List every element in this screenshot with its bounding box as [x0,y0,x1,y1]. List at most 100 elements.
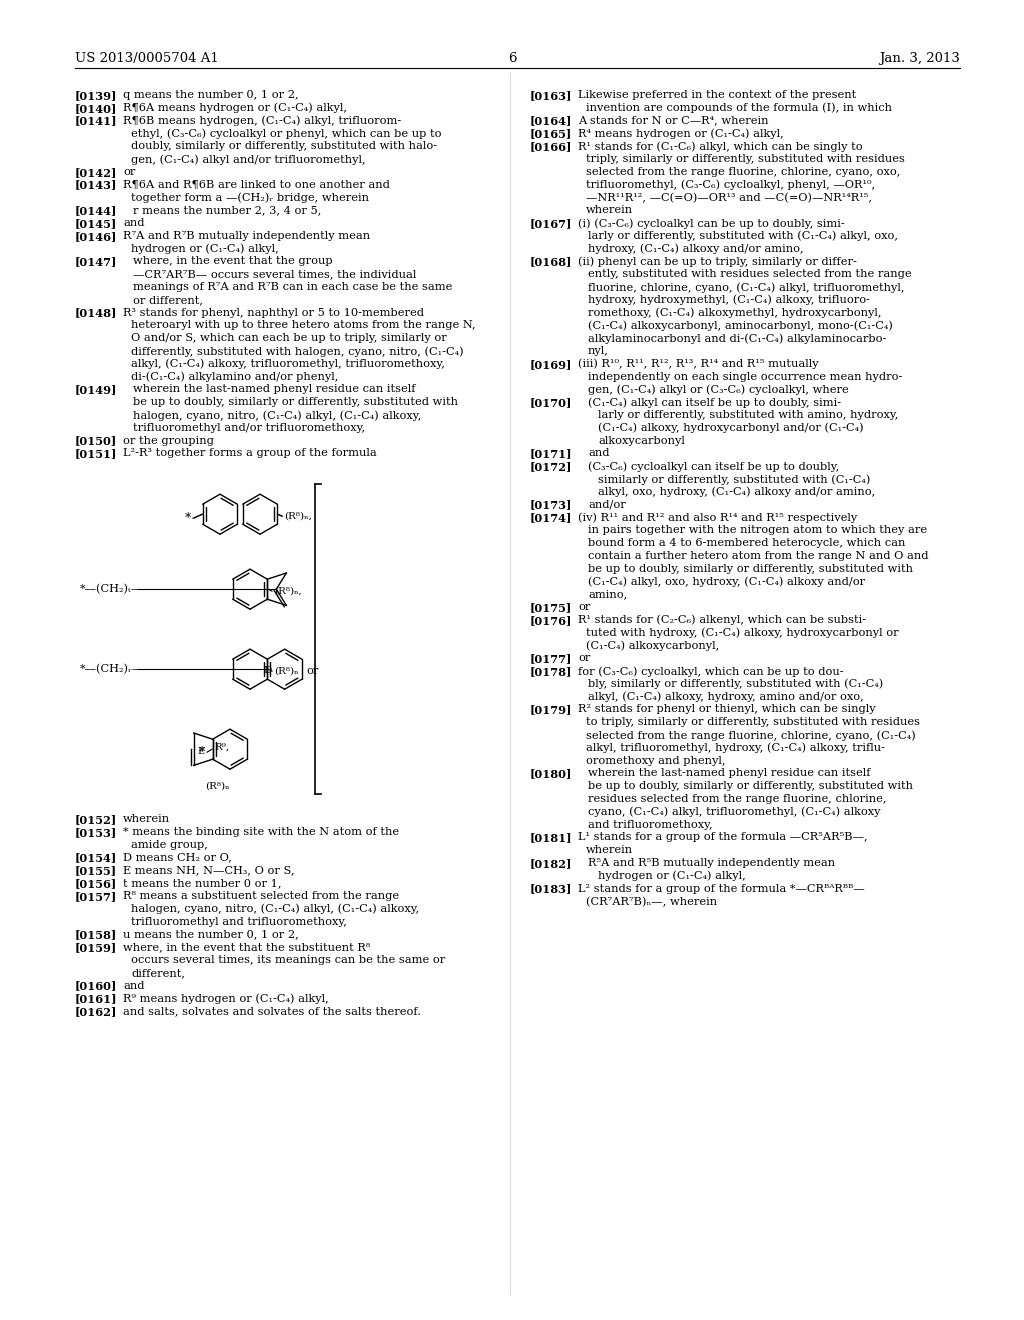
Text: [0181]: [0181] [530,833,572,843]
Text: where, in the event that the substituent R⁸: where, in the event that the substituent… [123,942,371,952]
Text: R⁹ means hydrogen or (C₁-C₄) alkyl,: R⁹ means hydrogen or (C₁-C₄) alkyl, [123,994,329,1005]
Text: fluorine, chlorine, cyano, (C₁-C₄) alkyl, trifluoromethyl,: fluorine, chlorine, cyano, (C₁-C₄) alkyl… [588,282,904,293]
Text: * means the binding site with the N atom of the: * means the binding site with the N atom… [123,828,399,837]
Text: [0155]: [0155] [75,866,117,876]
Text: gen, (C₁-C₄) alkyl and/or trifluoromethyl,: gen, (C₁-C₄) alkyl and/or trifluoromethy… [131,154,366,165]
Text: R¹ stands for (C₂-C₆) alkenyl, which can be substi-: R¹ stands for (C₂-C₆) alkenyl, which can… [578,615,866,626]
Text: trifluoromethyl and/or trifluoromethoxy,: trifluoromethyl and/or trifluoromethoxy, [133,422,366,433]
Text: R⁵A and R⁵B mutually independently mean: R⁵A and R⁵B mutually independently mean [588,858,836,869]
Text: A stands for N or C—R⁴, wherein: A stands for N or C—R⁴, wherein [578,116,768,125]
Text: R² stands for phenyl or thienyl, which can be singly: R² stands for phenyl or thienyl, which c… [578,705,876,714]
Text: US 2013/0005704 A1: US 2013/0005704 A1 [75,51,219,65]
Text: O and/or S, which can each be up to triply, similarly or: O and/or S, which can each be up to trip… [131,333,446,343]
Text: wherein the last-named phenyl residue can itself: wherein the last-named phenyl residue ca… [588,768,870,779]
Text: wherein the last-named phenyl residue can itself: wherein the last-named phenyl residue ca… [133,384,416,395]
Text: alkyl, trifluoromethyl, hydroxy, (C₁-C₄) alkoxy, triflu-: alkyl, trifluoromethyl, hydroxy, (C₁-C₄)… [586,743,885,754]
Text: halogen, cyano, nitro, (C₁-C₄) alkyl, (C₁-C₄) alkoxy,: halogen, cyano, nitro, (C₁-C₄) alkyl, (C… [133,411,421,421]
Text: [0163]: [0163] [530,90,572,102]
Text: similarly or differently, substituted with (C₁-C₄): similarly or differently, substituted wi… [598,474,870,484]
Text: *: * [185,512,191,525]
Text: and: and [123,218,144,228]
Text: independently on each single occurrence mean hydro-: independently on each single occurrence … [588,372,902,381]
Text: [0140]: [0140] [75,103,118,114]
Text: [0177]: [0177] [530,653,572,664]
Text: q means the number 0, 1 or 2,: q means the number 0, 1 or 2, [123,90,299,100]
Text: together form a —(CH₂)ᵣ bridge, wherein: together form a —(CH₂)ᵣ bridge, wherein [131,193,369,203]
Text: be up to doubly, similarly or differently, substituted with: be up to doubly, similarly or differentl… [588,564,913,574]
Text: [0157]: [0157] [75,891,118,902]
Text: alkyl, (C₁-C₄) alkoxy, trifluoromethyl, trifluoromethoxy,: alkyl, (C₁-C₄) alkoxy, trifluoromethyl, … [131,359,444,370]
Text: [0170]: [0170] [530,397,572,408]
Text: L¹ stands for a group of the formula —CR⁵AR⁵B—,: L¹ stands for a group of the formula —CR… [578,833,867,842]
Text: occurs several times, its meanings can be the same or: occurs several times, its meanings can b… [131,954,445,965]
Text: ently, substituted with residues selected from the range: ently, substituted with residues selecte… [588,269,911,280]
Text: [0149]: [0149] [75,384,118,396]
Text: [0158]: [0158] [75,929,118,940]
Text: be up to doubly, similarly or differently, substituted with: be up to doubly, similarly or differentl… [588,781,913,791]
Text: [0153]: [0153] [75,828,118,838]
Text: and: and [588,449,609,458]
Text: wherein: wherein [586,205,633,215]
Text: —CR⁷AR⁷B— occurs several times, the individual: —CR⁷AR⁷B— occurs several times, the indi… [133,269,417,280]
Text: [0182]: [0182] [530,858,572,869]
Text: heteroaryl with up to three hetero atoms from the range N,: heteroaryl with up to three hetero atoms… [131,321,475,330]
Text: [0180]: [0180] [530,768,572,779]
Text: [0150]: [0150] [75,436,118,446]
Text: and trifluoromethoxy,: and trifluoromethoxy, [588,820,713,829]
Text: meanings of R⁷A and R⁷B can in each case be the same: meanings of R⁷A and R⁷B can in each case… [133,282,453,292]
Text: (C₁-C₄) alkoxycarbonyl,: (C₁-C₄) alkoxycarbonyl, [586,640,719,651]
Text: larly or differently, substituted with (C₁-C₄) alkyl, oxo,: larly or differently, substituted with (… [588,231,898,242]
Text: [0169]: [0169] [530,359,572,370]
Text: (C₁-C₄) alkyl can itself be up to doubly, simi-: (C₁-C₄) alkyl can itself be up to doubly… [588,397,841,408]
Text: and: and [123,981,144,990]
Text: Jan. 3, 2013: Jan. 3, 2013 [880,51,961,65]
Text: R⁷A and R⁷B mutually independently mean: R⁷A and R⁷B mutually independently mean [123,231,370,240]
Text: [0142]: [0142] [75,166,118,178]
Text: [0167]: [0167] [530,218,572,228]
Text: nyl,: nyl, [588,346,609,356]
Text: E: E [198,747,205,756]
Text: R³ stands for phenyl, naphthyl or 5 to 10-membered: R³ stands for phenyl, naphthyl or 5 to 1… [123,308,424,318]
Text: —NR¹¹R¹², —C(=O)—OR¹³ and —C(=O)—NR¹⁴R¹⁵,: —NR¹¹R¹², —C(=O)—OR¹³ and —C(=O)—NR¹⁴R¹⁵… [586,193,872,203]
Text: [0175]: [0175] [530,602,572,612]
Text: trifluoromethyl and trifluoromethoxy,: trifluoromethyl and trifluoromethoxy, [131,916,347,927]
Text: or different,: or different, [133,294,203,305]
Text: bound form a 4 to 6-membered heterocycle, which can: bound form a 4 to 6-membered heterocycle… [588,539,905,548]
Text: R⁹,: R⁹, [215,742,229,751]
Text: u means the number 0, 1 or 2,: u means the number 0, 1 or 2, [123,929,299,940]
Text: where, in the event that the group: where, in the event that the group [133,256,333,267]
Text: [0168]: [0168] [530,256,572,268]
Text: t means the number 0 or 1,: t means the number 0 or 1, [123,878,282,888]
Text: [0151]: [0151] [75,449,118,459]
Text: and salts, solvates and solvates of the salts thereof.: and salts, solvates and solvates of the … [123,1006,421,1016]
Text: selected from the range fluorine, chlorine, cyano, (C₁-C₄): selected from the range fluorine, chlori… [586,730,915,741]
Text: in pairs together with the nitrogen atom to which they are: in pairs together with the nitrogen atom… [588,525,927,535]
Text: contain a further hetero atom from the range N and O and: contain a further hetero atom from the r… [588,550,929,561]
Text: R¶6A means hydrogen or (C₁-C₄) alkyl,: R¶6A means hydrogen or (C₁-C₄) alkyl, [123,103,347,114]
Text: [0172]: [0172] [530,461,572,473]
Text: alkyl, (C₁-C₄) alkoxy, hydroxy, amino and/or oxo,: alkyl, (C₁-C₄) alkoxy, hydroxy, amino an… [588,692,864,702]
Text: selected from the range fluorine, chlorine, cyano, oxo,: selected from the range fluorine, chlori… [586,166,900,177]
Text: [0178]: [0178] [530,667,572,677]
Text: alkyl, oxo, hydroxy, (C₁-C₄) alkoxy and/or amino,: alkyl, oxo, hydroxy, (C₁-C₄) alkoxy and/… [598,487,876,498]
Text: [0162]: [0162] [75,1006,118,1018]
Text: [0145]: [0145] [75,218,118,228]
Text: halogen, cyano, nitro, (C₁-C₄) alkyl, (C₁-C₄) alkoxy,: halogen, cyano, nitro, (C₁-C₄) alkyl, (C… [131,904,419,915]
Text: hydrogen or (C₁-C₄) alkyl,: hydrogen or (C₁-C₄) alkyl, [598,871,745,882]
Text: [0139]: [0139] [75,90,118,102]
Text: residues selected from the range fluorine, chlorine,: residues selected from the range fluorin… [588,795,887,804]
Text: larly or differently, substituted with amino, hydroxy,: larly or differently, substituted with a… [598,411,898,420]
Text: or: or [578,602,591,612]
Text: ethyl, (C₃-C₆) cycloalkyl or phenyl, which can be up to: ethyl, (C₃-C₆) cycloalkyl or phenyl, whi… [131,128,441,139]
Text: [0166]: [0166] [530,141,572,152]
Text: amide group,: amide group, [131,840,208,850]
Text: or: or [306,667,318,676]
Text: [0179]: [0179] [530,705,572,715]
Text: alkylaminocarbonyl and di-(C₁-C₄) alkylaminocarbo-: alkylaminocarbonyl and di-(C₁-C₄) alkyla… [588,333,887,343]
Text: (C₃-C₆) cycloalkyl can itself be up to doubly,: (C₃-C₆) cycloalkyl can itself be up to d… [588,461,840,471]
Text: [0164]: [0164] [530,116,572,127]
Text: wherein: wherein [123,814,170,824]
Text: (C₁-C₄) alkyl, oxo, hydroxy, (C₁-C₄) alkoxy and/or: (C₁-C₄) alkyl, oxo, hydroxy, (C₁-C₄) alk… [588,577,865,587]
Text: alkoxycarbonyl: alkoxycarbonyl [598,436,685,446]
Text: *: * [199,746,205,759]
